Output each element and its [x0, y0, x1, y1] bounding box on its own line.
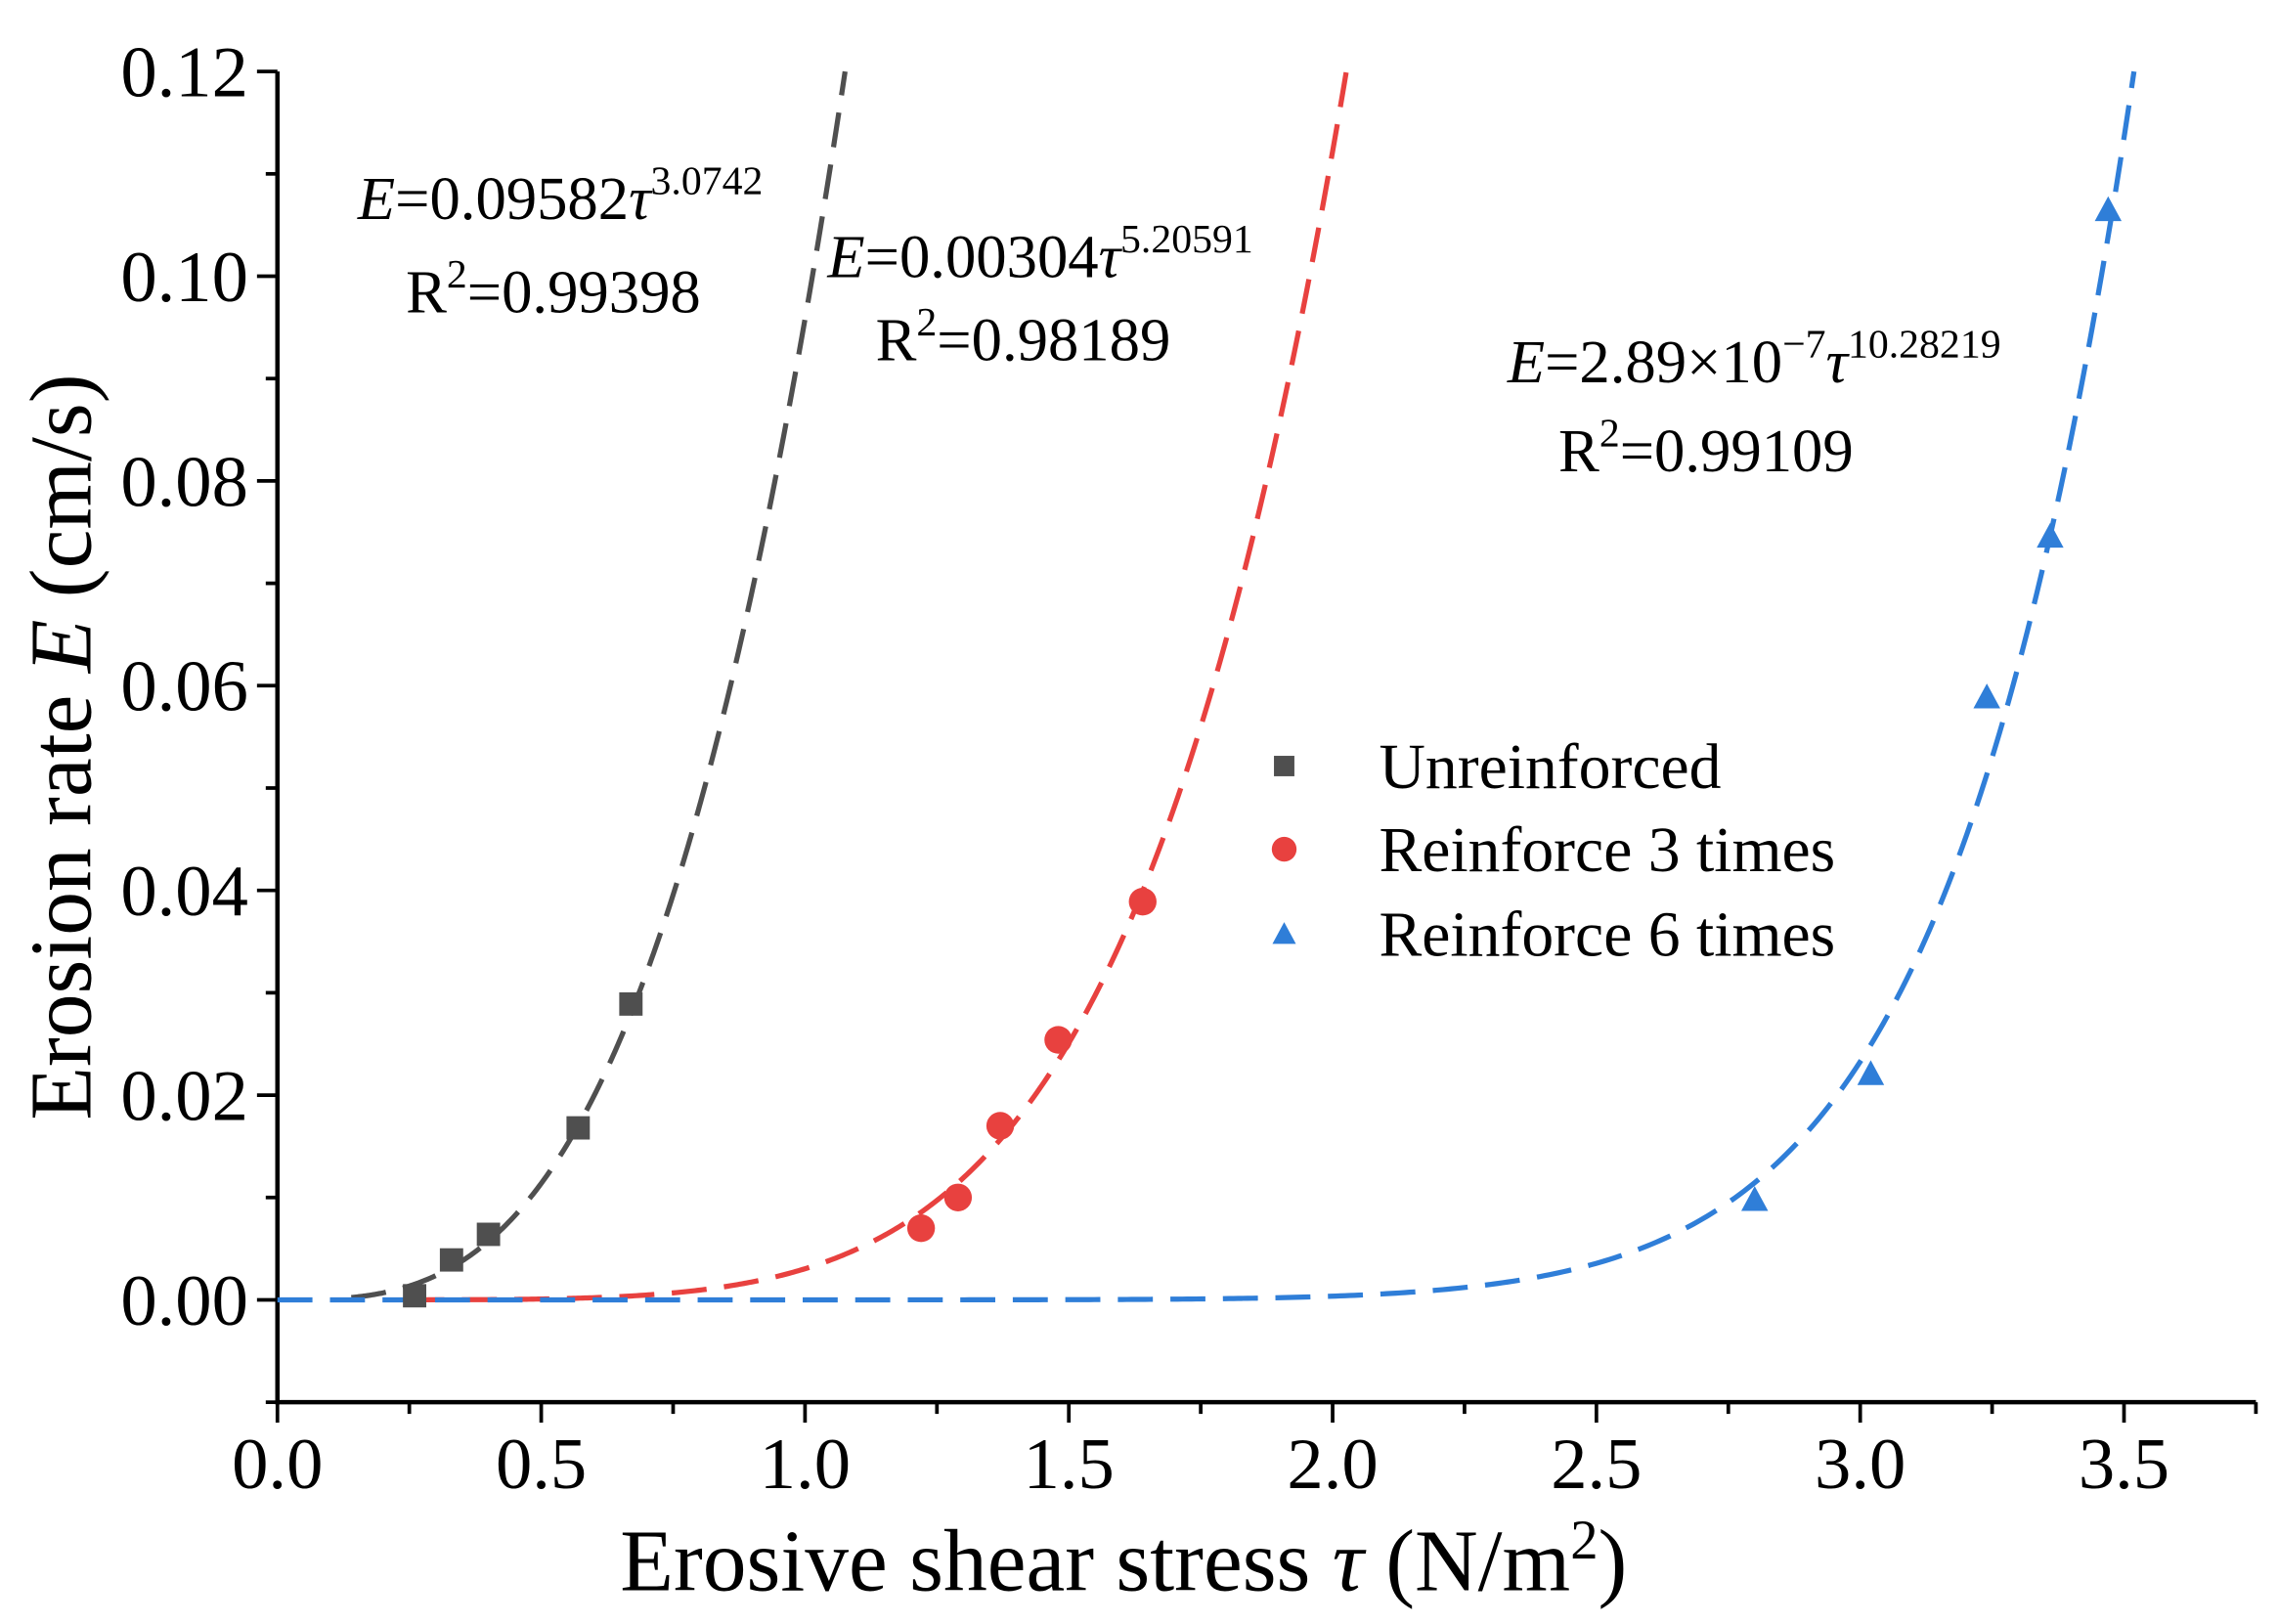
x-tick-label: 1.5 — [1024, 1425, 1115, 1505]
superscript: 3.0742 — [651, 158, 764, 203]
superscript: 2 — [1599, 412, 1620, 457]
data-point — [619, 991, 643, 1016]
text-segment: =0.09582 — [395, 164, 629, 233]
legend-item: Reinforce 6 times — [1272, 899, 1835, 970]
y-axis-title: Erosion rate E (cm/s) — [14, 373, 110, 1119]
data-point — [2037, 522, 2064, 549]
fit-equation: E=0.09582τ3.0742 — [357, 158, 764, 232]
legend-item: Unreinforced — [1274, 731, 1722, 803]
data-point — [403, 1284, 427, 1308]
superscript: 2 — [1570, 1510, 1598, 1571]
x-tick-label: 2.5 — [1551, 1425, 1642, 1505]
text-segment: =2.89×10 — [1545, 328, 1782, 396]
data-point — [1128, 888, 1157, 916]
data-point — [1741, 1186, 1769, 1211]
fit-curve-series-1 — [409, 70, 1349, 1303]
x-tick-label: 3.0 — [1815, 1425, 1906, 1505]
fit-equation: E=2.89×10−7τ10.28219 — [1507, 323, 2001, 396]
text-segment: (cm/s) — [14, 373, 110, 619]
text-segment: R — [876, 306, 917, 374]
fit-annotations: E=0.09582τ3.0742R2=0.99398E=0.00304τ5.20… — [357, 158, 2001, 485]
y-tick-label: 0.08 — [120, 442, 248, 522]
italic-symbol: τ — [1333, 1514, 1367, 1610]
fit-equation: E=0.00304τ5.20591 — [826, 217, 1252, 290]
legend-label: Reinforce 6 times — [1379, 899, 1835, 970]
italic-symbol: E — [14, 620, 110, 676]
legend-marker — [1274, 756, 1294, 776]
superscript: −7 — [1782, 323, 1825, 368]
data-point — [1857, 1060, 1885, 1085]
data-point — [2094, 196, 2123, 222]
fit-annotation: E=0.09582τ3.0742 R2=0.99398 — [357, 158, 764, 326]
series-2-points — [1741, 196, 2123, 1211]
italic-symbol: τ — [1099, 223, 1123, 291]
italic-symbol: E — [1507, 328, 1545, 396]
legend-label: Unreinforced — [1379, 731, 1721, 803]
r-squared-value: R2=0.98189 — [876, 300, 1171, 373]
legend-marker — [1271, 836, 1297, 862]
series-1-points — [906, 888, 1157, 1243]
text-segment: (N/m — [1364, 1514, 1570, 1610]
fit-annotation: E=2.89×10−7τ10.28219 R2=0.99109 — [1507, 323, 2001, 485]
y-tick-label: 0.06 — [120, 647, 248, 727]
superscript: 10.28219 — [1848, 323, 2001, 368]
y-tick-label: 0.04 — [120, 852, 248, 932]
superscript: 2 — [916, 300, 937, 345]
series-0-points — [403, 991, 643, 1308]
x-tick-label: 0.0 — [232, 1425, 323, 1505]
text-segment: =0.99398 — [467, 257, 701, 326]
fit-curves — [277, 70, 2137, 1303]
fit-curve-series-0 — [351, 70, 848, 1300]
italic-symbol: τ — [629, 164, 653, 233]
y-tick-label: 0.02 — [120, 1056, 248, 1136]
y-tick-label: 0.10 — [120, 238, 248, 318]
legend-item: Reinforce 3 times — [1271, 814, 1835, 886]
text-segment: =0.00304 — [865, 223, 1099, 291]
x-tick-label: 2.0 — [1287, 1425, 1378, 1505]
data-point — [1044, 1026, 1073, 1054]
text-segment: R — [406, 257, 447, 326]
axes: 0.00 0.02 0.04 0.06 0.08 0.10 0.12 0.0 0.5 1.0 1.5… — [14, 32, 2258, 1610]
text-segment: R — [1558, 417, 1599, 485]
y-tick-label: 0.12 — [120, 32, 248, 112]
legend: Unreinforced Reinforce 3 times Reinforce 6… — [1271, 731, 1835, 970]
data-point — [566, 1116, 591, 1140]
text-segment: Erosive shear stress — [620, 1514, 1333, 1610]
data-points — [403, 196, 2123, 1308]
data-point — [1973, 683, 2000, 709]
superscript: 5.20591 — [1120, 217, 1253, 262]
fit-annotation: E=0.00304τ5.20591 R2=0.98189 — [826, 217, 1252, 373]
superscript: 2 — [447, 252, 467, 297]
data-point — [439, 1248, 463, 1272]
data-point — [906, 1214, 936, 1243]
legend-marker — [1272, 922, 1296, 944]
text-segment: =0.98189 — [937, 306, 1170, 374]
fit-curve-series-2 — [277, 70, 2137, 1303]
x-axis-title: Erosive shear stress τ (N/m2) — [620, 1510, 1627, 1610]
legend-label: Reinforce 3 times — [1379, 814, 1835, 886]
r-squared-value: R2=0.99398 — [406, 252, 701, 326]
italic-symbol: E — [826, 223, 864, 291]
r-squared-value: R2=0.99109 — [1558, 412, 1854, 485]
text-segment: ) — [1599, 1514, 1628, 1610]
data-point — [986, 1112, 1015, 1140]
x-tick-label: 3.5 — [2079, 1425, 2169, 1505]
text-segment: =0.99109 — [1620, 417, 1854, 485]
x-tick-label: 0.5 — [496, 1425, 587, 1505]
y-tick-label: 0.00 — [120, 1261, 248, 1341]
italic-symbol: E — [357, 164, 395, 233]
data-point — [943, 1183, 973, 1211]
x-tick-label: 1.0 — [760, 1425, 851, 1505]
text-segment: Erosion rate — [14, 673, 110, 1119]
data-point — [476, 1222, 501, 1247]
italic-symbol: τ — [1826, 328, 1851, 396]
